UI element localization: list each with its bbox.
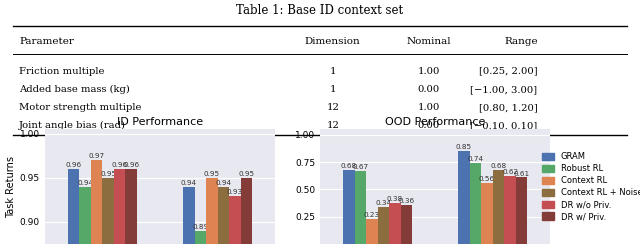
Text: 0.89: 0.89: [192, 224, 209, 230]
Bar: [102, 178, 114, 249]
Text: 0.68: 0.68: [490, 163, 507, 169]
Text: 0.85: 0.85: [456, 144, 472, 150]
Title: ID Performance: ID Performance: [117, 117, 203, 127]
Text: 0.62: 0.62: [502, 170, 518, 176]
Text: 0.56: 0.56: [479, 176, 495, 182]
Bar: [481, 183, 493, 244]
Text: 0.74: 0.74: [467, 156, 484, 162]
Text: 1.00: 1.00: [418, 67, 440, 76]
Bar: [125, 169, 137, 249]
Text: 0.93: 0.93: [227, 189, 243, 195]
Text: [−0.10, 0.10]: [−0.10, 0.10]: [470, 121, 538, 130]
Text: Added base mass (kg): Added base mass (kg): [19, 85, 130, 94]
Text: Friction multiple: Friction multiple: [19, 67, 105, 76]
Text: 0.96: 0.96: [123, 162, 140, 168]
Bar: [91, 160, 102, 249]
Bar: [206, 178, 218, 249]
Text: Nominal: Nominal: [406, 37, 451, 46]
Text: 0.00: 0.00: [418, 85, 440, 94]
Bar: [378, 207, 389, 244]
Text: Joint angle bias (rad): Joint angle bias (rad): [19, 121, 126, 130]
Text: 0.36: 0.36: [398, 198, 415, 204]
Bar: [458, 151, 470, 244]
Bar: [389, 203, 401, 244]
Bar: [493, 170, 504, 244]
Text: 0.38: 0.38: [387, 196, 403, 202]
Text: 0.00: 0.00: [418, 121, 440, 130]
Text: 0.61: 0.61: [513, 171, 530, 177]
Text: [−1.00, 3.00]: [−1.00, 3.00]: [470, 85, 538, 94]
Bar: [218, 187, 229, 249]
Bar: [183, 187, 195, 249]
Text: Motor strength multiple: Motor strength multiple: [19, 103, 141, 112]
Title: OOD Performance: OOD Performance: [385, 117, 485, 127]
Bar: [241, 178, 252, 249]
Bar: [343, 170, 355, 244]
Bar: [229, 195, 241, 249]
Text: 12: 12: [326, 103, 339, 112]
Text: 0.94: 0.94: [180, 180, 197, 186]
Bar: [366, 219, 378, 244]
Bar: [79, 187, 91, 249]
Text: 1.00: 1.00: [418, 103, 440, 112]
Text: Dimension: Dimension: [305, 37, 361, 46]
Text: 0.94: 0.94: [77, 180, 93, 186]
Text: [0.25, 2.00]: [0.25, 2.00]: [479, 67, 538, 76]
Text: Table 1: Base ID context set: Table 1: Base ID context set: [236, 4, 404, 17]
Text: 0.96: 0.96: [111, 162, 128, 168]
Text: 0.96: 0.96: [65, 162, 82, 168]
Text: 0.94: 0.94: [215, 180, 232, 186]
Text: 12: 12: [326, 121, 339, 130]
Text: 0.95: 0.95: [238, 171, 255, 177]
Text: 0.68: 0.68: [340, 163, 357, 169]
Bar: [401, 205, 412, 244]
Bar: [68, 169, 79, 249]
Text: 0.34: 0.34: [375, 200, 392, 206]
Text: 0.67: 0.67: [352, 164, 369, 170]
Text: 0.95: 0.95: [204, 171, 220, 177]
Legend: GRAM, Robust RL, Context RL, Context RL + Noise, DR w/o Priv., DR w/ Priv.: GRAM, Robust RL, Context RL, Context RL …: [542, 152, 640, 221]
Bar: [114, 169, 125, 249]
Bar: [355, 171, 366, 244]
Bar: [195, 231, 206, 249]
Text: 1: 1: [330, 67, 336, 76]
Text: 0.95: 0.95: [100, 171, 116, 177]
Text: 0.23: 0.23: [364, 212, 380, 218]
Text: 0.97: 0.97: [88, 153, 105, 159]
Text: [0.80, 1.20]: [0.80, 1.20]: [479, 103, 538, 112]
Text: Range: Range: [504, 37, 538, 46]
Text: Parameter: Parameter: [19, 37, 74, 46]
Bar: [516, 178, 527, 244]
Bar: [504, 176, 516, 244]
Y-axis label: Task Returns: Task Returns: [6, 156, 15, 218]
Bar: [470, 163, 481, 244]
Text: 1: 1: [330, 85, 336, 94]
